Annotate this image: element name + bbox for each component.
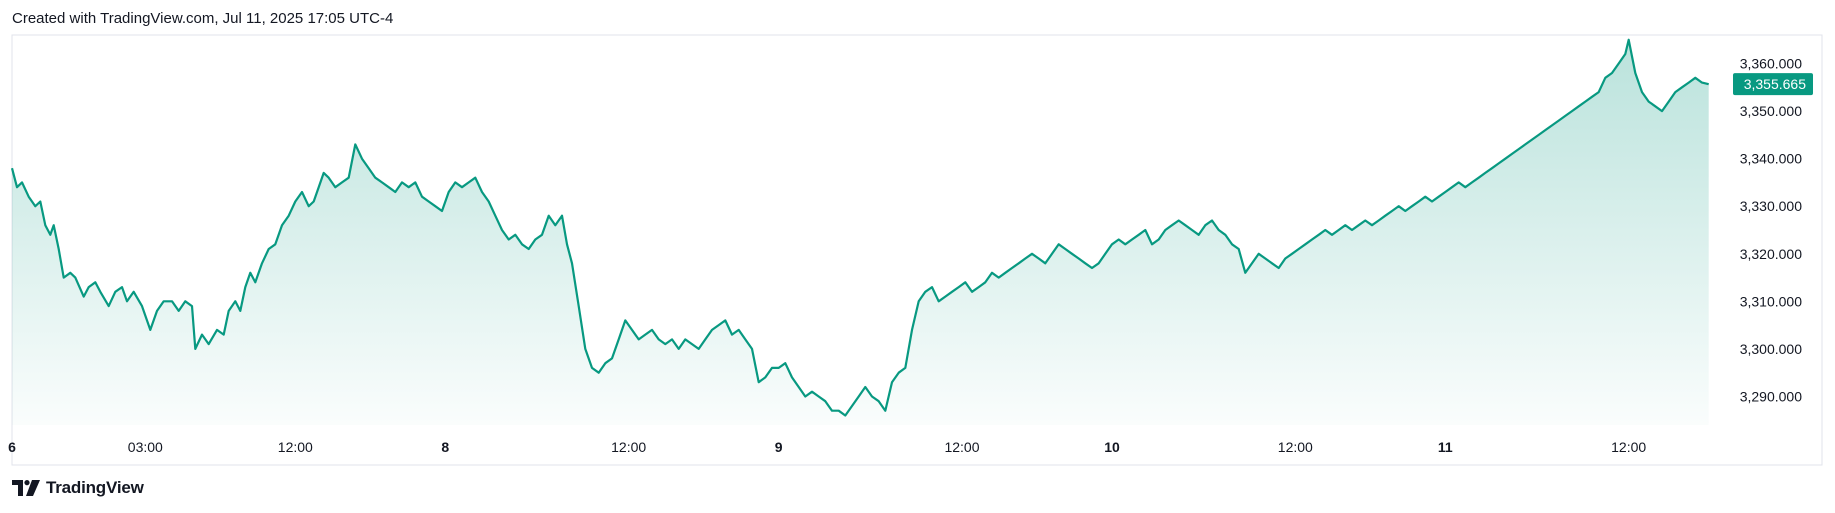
day-tick-label: 11 — [1438, 439, 1453, 455]
time-axis[interactable]: 6 03:00 12:00 8 12:00 9 12:00 10 12:00 11 12:00 — [8, 439, 1646, 455]
chart-header: Created with TradingView.com, Jul 11, 20… — [12, 10, 394, 27]
last-price-label: 3,355.665 — [1733, 73, 1813, 96]
last-price-badge — [1733, 73, 1813, 96]
day-tick-label: 10 — [1104, 439, 1120, 455]
tradingview-logo-icon — [12, 480, 40, 496]
time-tick-label: 12:00 — [1278, 439, 1313, 455]
time-tick-label: 12:00 — [944, 439, 979, 455]
time-tick-label: 03:00 — [128, 439, 163, 455]
day-tick-label: 9 — [775, 439, 783, 455]
price-tick-label: 3,310.000 — [1740, 293, 1802, 309]
day-tick-label: 8 — [441, 439, 449, 455]
price-area-fill — [12, 39, 1709, 426]
last-price-text: 3,355.665 — [1744, 76, 1806, 92]
time-tick-label: 12:00 — [611, 439, 646, 455]
price-tick-label: 3,290.000 — [1740, 388, 1802, 404]
time-tick-label: 12:00 — [278, 439, 313, 455]
time-tick-label: 12:00 — [1611, 439, 1646, 455]
tradingview-footer[interactable]: TradingView — [12, 478, 144, 498]
price-tick-label: 3,340.000 — [1740, 151, 1802, 167]
price-tick-label: 3,300.000 — [1740, 341, 1802, 357]
plot-area — [10, 38, 1709, 426]
day-tick-label: 6 — [8, 439, 16, 455]
price-line — [10, 38, 1709, 417]
price-tick-label: 3,320.000 — [1740, 246, 1802, 262]
price-axis[interactable]: 3,360.000 3,350.000 3,340.000 3,330.000 3,32… — [1740, 56, 1802, 405]
price-tick-label: 3,350.000 — [1740, 103, 1802, 119]
tradingview-brand-label: TradingView — [46, 478, 144, 497]
price-tick-label: 3,360.000 — [1740, 56, 1802, 72]
price-tick-label: 3,330.000 — [1740, 198, 1802, 214]
